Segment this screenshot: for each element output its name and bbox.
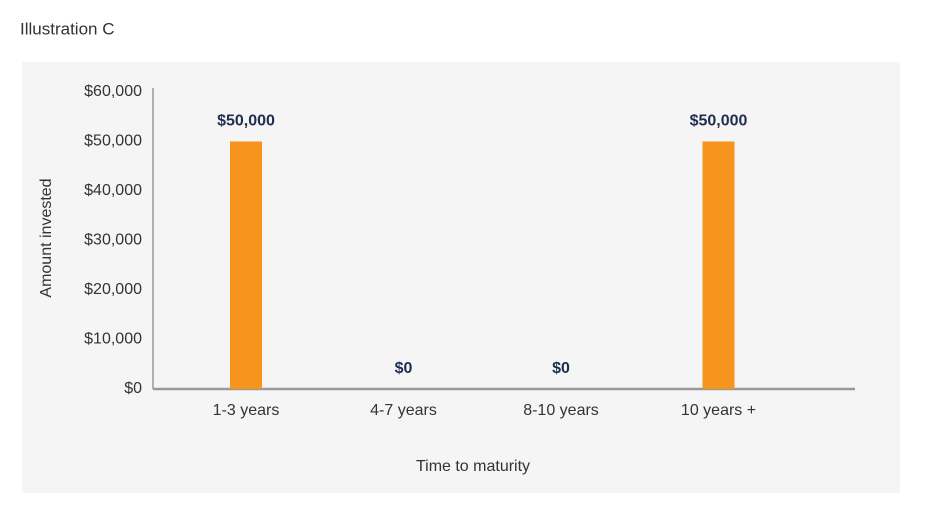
y-axis-title: Amount invested xyxy=(38,178,55,297)
bar xyxy=(702,141,735,389)
page-title: Illustration C xyxy=(20,19,114,38)
y-tick-label: $40,000 xyxy=(84,182,142,199)
x-tick-label: 8-10 years xyxy=(523,402,599,419)
chart-panel xyxy=(22,62,900,493)
value-label: $0 xyxy=(395,360,413,377)
y-tick-label: $50,000 xyxy=(84,133,142,150)
x-tick-label: 10 years + xyxy=(681,402,756,419)
value-label: $0 xyxy=(552,360,570,377)
x-axis-title: Time to maturity xyxy=(416,458,530,475)
y-tick-label: $10,000 xyxy=(84,331,142,348)
value-label: $50,000 xyxy=(217,113,275,130)
x-tick-label: 4-7 years xyxy=(370,402,437,419)
y-tick-label: $20,000 xyxy=(84,281,142,298)
x-tick-label: 1-3 years xyxy=(213,402,280,419)
y-tick-label: $60,000 xyxy=(84,83,142,100)
value-label: $50,000 xyxy=(690,113,748,130)
bar xyxy=(230,141,262,389)
y-tick-label: $30,000 xyxy=(84,232,142,249)
y-tick-label: $0 xyxy=(124,380,142,397)
